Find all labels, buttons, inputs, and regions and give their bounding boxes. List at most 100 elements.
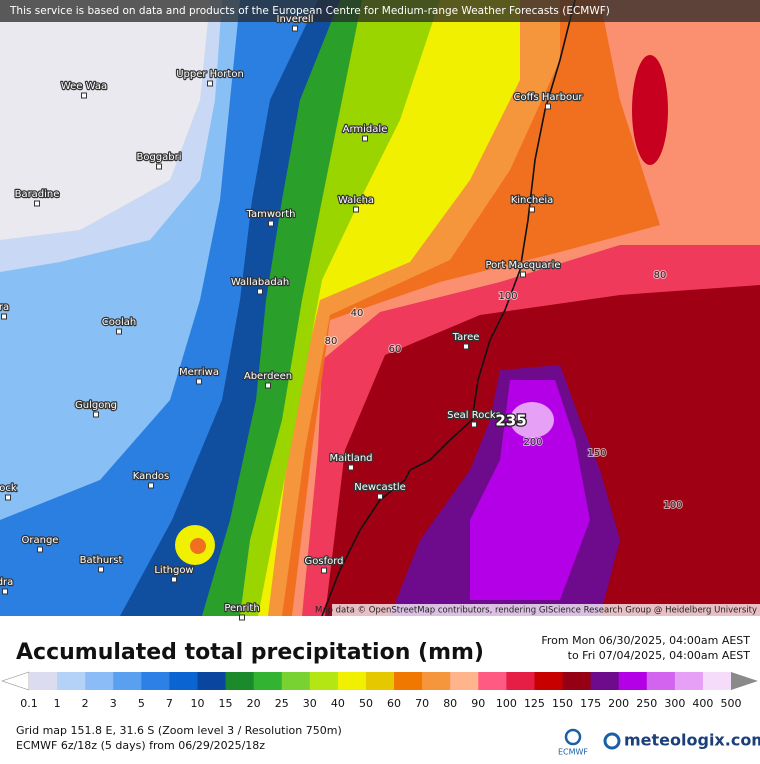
place-marker <box>239 614 245 621</box>
contour-label: 80 <box>325 336 338 347</box>
place-label: Tamworth <box>246 209 296 220</box>
place-marker <box>156 163 162 170</box>
places: Inverell Upper Horton Wee Waa Boggabri Armid… <box>0 13 585 621</box>
place-label: Newcastle <box>354 482 406 493</box>
colorbar-label: 125 <box>524 697 545 710</box>
colorbar-label: 20 <box>247 697 261 710</box>
colorbar-swatch <box>646 672 676 690</box>
map: This service is based on data and produc… <box>0 0 760 621</box>
contour-label: 40 <box>351 308 364 319</box>
place-label: Wallabadah <box>231 277 289 288</box>
contour-label: 80 <box>654 270 667 281</box>
place-label: Gosford <box>305 556 344 567</box>
colorbar-label: 100 <box>496 697 517 710</box>
place-marker <box>265 382 271 389</box>
colorbar-label: 500 <box>721 697 742 710</box>
place-label: Coolah <box>102 317 136 328</box>
place-label: Penrith <box>224 603 259 614</box>
place-label: Maitland <box>329 453 372 464</box>
colorbar-swatch <box>281 672 311 690</box>
place-marker <box>362 135 368 142</box>
colorbar-label: 90 <box>471 697 485 710</box>
place-label: Wee Waa <box>61 81 107 92</box>
colorbar-label: 70 <box>415 697 429 710</box>
colorbar-label: 40 <box>331 697 345 710</box>
contour-label: 200 <box>523 437 542 448</box>
colorbar-swatch <box>197 672 227 690</box>
colorbar-start <box>1 671 30 691</box>
colorbar-swatch <box>113 672 142 690</box>
place-marker <box>5 494 11 501</box>
place-label: Merriwa <box>179 367 219 378</box>
colorbar: 0.1 1 2 3 5 7 10 15 20 25 30 40 50 60 70 80 90 100 125 150 1… <box>1 671 758 710</box>
colorbar-swatch <box>394 672 423 690</box>
colorbar-label: 3 <box>110 697 117 710</box>
colorbar-swatch <box>618 672 648 690</box>
colorbar-label: 5 <box>138 697 145 710</box>
place-marker <box>471 421 477 428</box>
colorbar-swatch <box>141 672 170 690</box>
title: Accumulated total precipitation (mm) <box>16 640 484 665</box>
place-marker <box>81 92 87 99</box>
place-label: Kandos <box>133 471 170 482</box>
colorbar-swatch <box>337 672 367 690</box>
place-marker <box>2 588 8 595</box>
colorbar-label: 15 <box>219 697 233 710</box>
place-label: Taree <box>452 332 480 343</box>
place-label: Bathurst <box>80 555 123 566</box>
peak-label: 235 <box>495 412 526 430</box>
contour-labels: 40 60 80 100 80 200 150 100 <box>324 269 684 512</box>
model-info: ECMWF 6z/18z (5 days) from 06/29/2025/18… <box>16 739 265 752</box>
contour-label: 100 <box>663 500 682 511</box>
colorbar-swatch <box>506 672 535 690</box>
place-marker <box>520 271 526 278</box>
place-label: Kincheia <box>511 195 554 206</box>
place-marker <box>292 25 298 32</box>
place-label: Gulgong <box>75 400 117 411</box>
place-marker <box>545 103 551 110</box>
place-marker <box>377 493 383 500</box>
colorbar-swatch <box>309 672 339 690</box>
place-label: Lithgow <box>154 565 193 576</box>
place-label: ock <box>0 483 17 494</box>
colorbar-label: 0.1 <box>20 697 38 710</box>
place-marker <box>463 343 469 350</box>
place-label: Coffs Harbour <box>513 92 583 103</box>
colorbar-swatch <box>57 672 86 690</box>
place-marker <box>1 313 7 320</box>
logo-meteologix[interactable]: meteologix.com <box>624 731 760 750</box>
colorbar-label: 25 <box>275 697 289 710</box>
colorbar-swatch <box>169 672 198 690</box>
colorbar-label: 2 <box>82 697 89 710</box>
colorbar-swatch <box>702 672 732 690</box>
place-marker <box>353 206 359 213</box>
colorbar-swatch <box>450 672 479 690</box>
colorbar-label: 50 <box>359 697 373 710</box>
place-label: Inverell <box>277 14 314 25</box>
colorbar-swatch <box>85 672 114 690</box>
place-marker <box>257 288 263 295</box>
colorbar-swatch <box>674 672 704 690</box>
place-marker <box>34 200 40 207</box>
place-label: Armidale <box>343 124 388 135</box>
place-label: Orange <box>22 535 59 546</box>
colorbar-label: 150 <box>552 697 573 710</box>
meteologix-icon <box>603 732 621 750</box>
colorbar-swatch <box>29 672 58 690</box>
place-marker <box>93 411 99 418</box>
period-to: to Fri 07/04/2025, 04:00am AEST <box>568 649 751 662</box>
place-marker <box>37 546 43 553</box>
grid-info: Grid map 151.8 E, 31.6 S (Zoom level 3 /… <box>16 724 342 737</box>
colorbar-swatch <box>253 672 283 690</box>
place-label: Upper Horton <box>176 69 244 80</box>
period-from: From Mon 06/30/2025, 04:00am AEST <box>541 634 750 647</box>
place-label: Walcha <box>338 195 374 206</box>
contour-label: 150 <box>587 448 606 459</box>
colorbar-label: 175 <box>580 697 601 710</box>
colorbar-swatch <box>365 672 395 690</box>
place-label: Boggabri <box>136 152 181 163</box>
place-label: Port Macquarie <box>485 260 560 271</box>
logo-ecmwf: ECMWF <box>558 748 588 757</box>
